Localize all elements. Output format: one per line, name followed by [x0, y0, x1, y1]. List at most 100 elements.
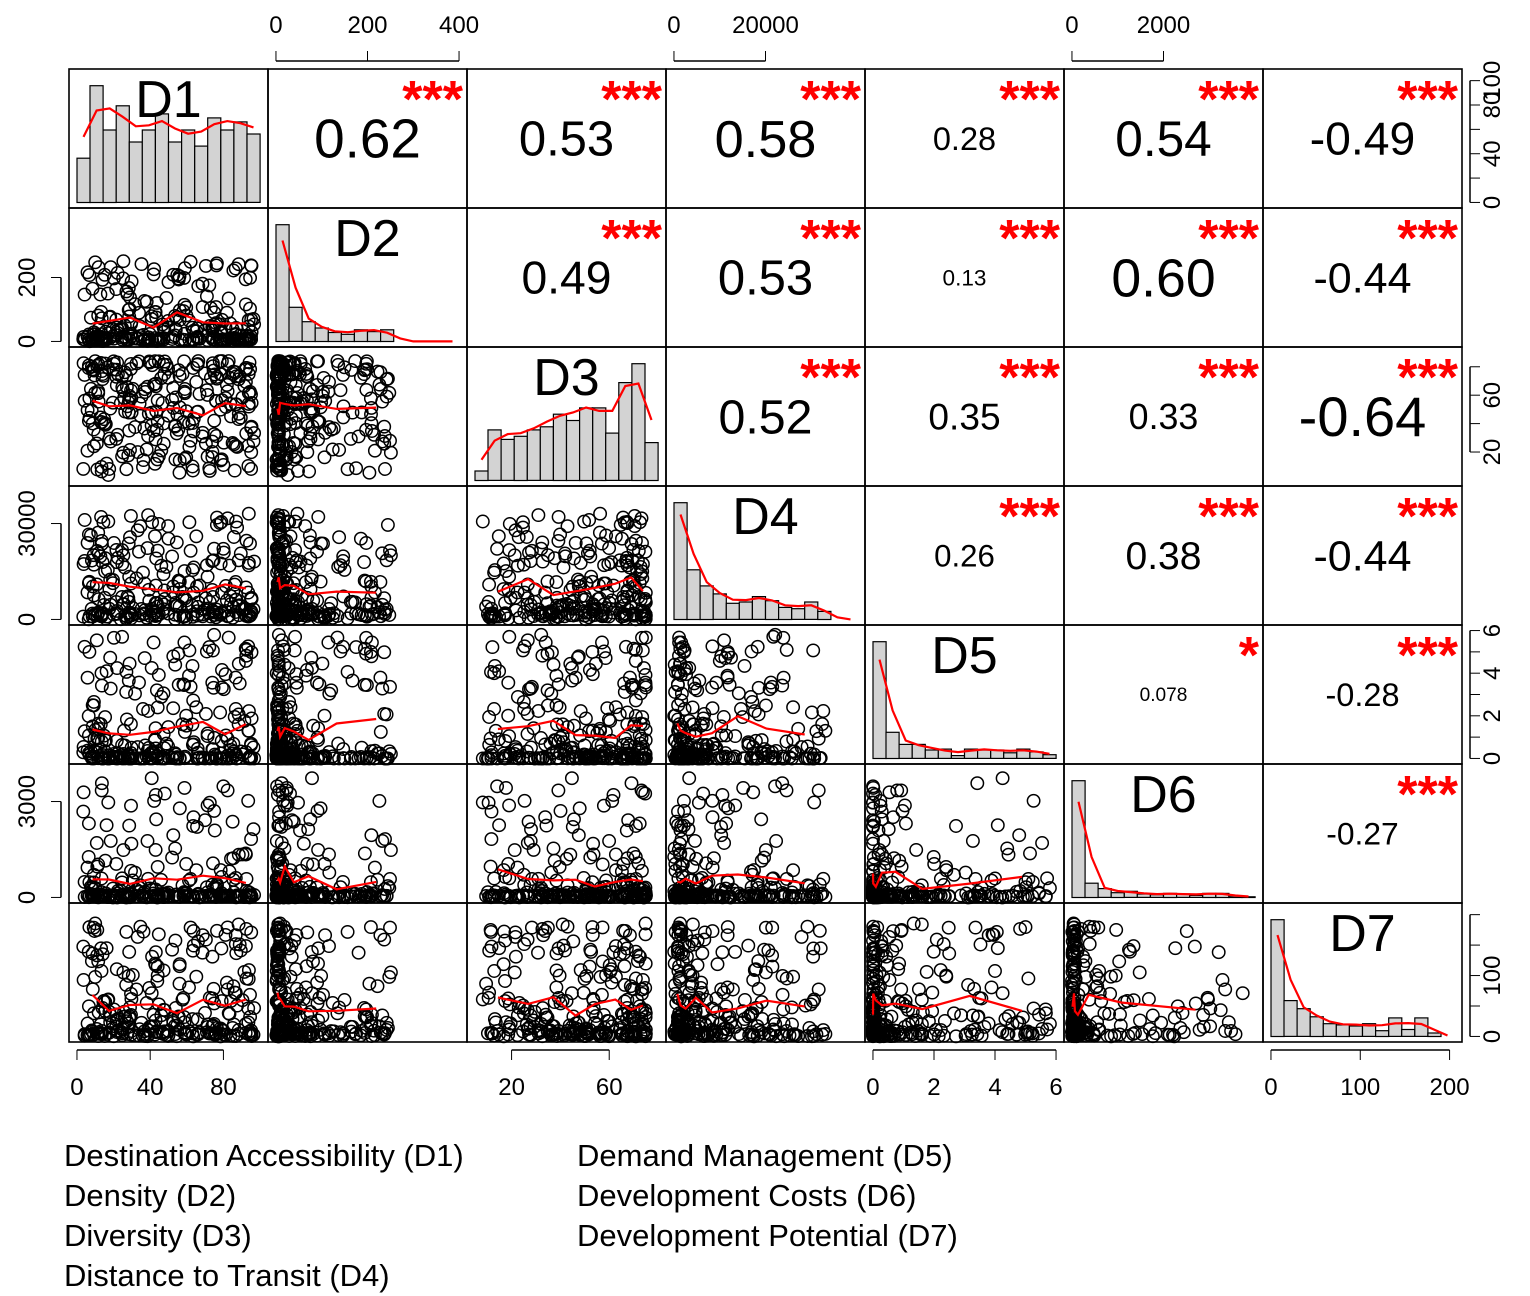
- scatter-point: [547, 551, 562, 566]
- scatter-point: [271, 963, 286, 978]
- scatter-point: [963, 890, 978, 905]
- scatter-point: [151, 516, 166, 531]
- scatter-point: [383, 843, 398, 858]
- scatter-point: [81, 999, 96, 1014]
- scatter-point: [94, 509, 109, 524]
- scatter-point: [344, 750, 359, 764]
- scatter-point: [558, 943, 572, 958]
- scatter-point: [88, 255, 103, 270]
- scatter-point: [247, 1001, 262, 1016]
- scatter-point: [627, 519, 642, 534]
- scatter-point: [697, 888, 712, 903]
- scatter-point: [947, 867, 961, 882]
- scatter-point: [165, 850, 180, 865]
- scatter-point: [882, 785, 897, 800]
- scatter-point: [524, 920, 539, 935]
- scatter-point: [299, 393, 314, 408]
- scatter-point: [116, 843, 131, 858]
- scatter-point: [383, 543, 397, 558]
- scatter-point: [293, 823, 307, 838]
- scatter-point: [150, 968, 165, 983]
- scatter-point: [189, 529, 204, 544]
- scatter-point: [119, 284, 134, 299]
- scatter-point: [299, 366, 314, 381]
- scatter-point: [141, 889, 156, 904]
- scatter-point: [685, 968, 700, 983]
- scatter-point: [766, 629, 781, 644]
- scatter-point: [116, 548, 131, 563]
- scatter-point: [189, 969, 204, 984]
- scatter-point: [600, 701, 615, 716]
- scatter-point: [615, 531, 629, 546]
- scatter-point: [705, 860, 720, 875]
- scatter-point: [728, 729, 743, 744]
- smooth-fit-line: [497, 576, 644, 597]
- scatter-point: [534, 541, 549, 556]
- scatter-point: [675, 733, 690, 748]
- scatter-point: [593, 506, 608, 521]
- scatter-point: [102, 888, 117, 903]
- scatter-point: [585, 667, 600, 682]
- scatter-point: [179, 404, 194, 419]
- scatter-point: [705, 810, 720, 825]
- scatter-point: [233, 546, 248, 561]
- scatter-point: [177, 780, 192, 795]
- scatter-panel-D6-vs-D4: [667, 771, 833, 905]
- scatter-point: [531, 1023, 546, 1038]
- scatter-point: [588, 1009, 603, 1024]
- scatter-point: [705, 1013, 720, 1028]
- scatter-point: [689, 851, 704, 866]
- scatter-point: [314, 536, 329, 551]
- scatter-point: [198, 888, 213, 903]
- scatter-point: [566, 888, 581, 903]
- scatter-point: [271, 1029, 286, 1044]
- scatter-point: [101, 514, 116, 529]
- scatter-point: [510, 689, 525, 704]
- scatter-point: [375, 546, 390, 561]
- smooth-fit-line: [92, 720, 247, 736]
- scatter-point: [101, 795, 116, 810]
- scatter-point: [139, 294, 154, 309]
- scatter-point: [676, 947, 690, 962]
- scatter-point: [91, 332, 106, 347]
- scatter-point: [378, 607, 392, 622]
- scatter-point: [748, 962, 763, 977]
- scatter-point: [202, 595, 217, 609]
- scatter-point: [150, 414, 165, 429]
- scatter-point: [270, 853, 285, 868]
- scatter-point: [87, 924, 102, 938]
- scatter-point: [807, 795, 822, 810]
- scatter-point: [595, 954, 610, 969]
- scatter-panel-D5-vs-D4: [667, 627, 833, 766]
- scatter-point: [186, 424, 201, 439]
- scatter-point: [179, 308, 194, 323]
- scatter-point: [491, 1027, 506, 1042]
- scatter-panel-D4-vs-D2: [269, 506, 398, 627]
- scatter-point: [507, 843, 522, 858]
- scatter-point: [502, 889, 517, 904]
- scatter-point: [132, 354, 146, 369]
- scatter-point: [287, 933, 302, 948]
- scatter-point: [324, 683, 339, 698]
- scatter-point: [886, 810, 901, 825]
- scatter-point: [866, 818, 880, 833]
- scatter-point: [321, 384, 336, 399]
- scatter-point: [148, 958, 163, 973]
- scatter-point: [166, 701, 181, 716]
- scatter-point: [908, 888, 923, 903]
- scatter-point: [340, 611, 355, 626]
- scatter-point: [283, 592, 297, 606]
- scatter-point: [80, 535, 95, 550]
- scatter-point: [622, 928, 637, 943]
- scatter-point: [377, 419, 392, 434]
- scatter-point: [150, 334, 165, 348]
- scatter-point: [622, 1009, 637, 1024]
- scatter-point: [586, 993, 601, 1008]
- scatter-panel-D4-vs-D3: [475, 506, 653, 627]
- scatter-point: [212, 607, 227, 622]
- scatter-point: [482, 577, 497, 592]
- scatter-point: [606, 945, 621, 960]
- scatter-point: [318, 1027, 333, 1042]
- scatter-point: [501, 611, 516, 626]
- scatter-point: [94, 964, 109, 978]
